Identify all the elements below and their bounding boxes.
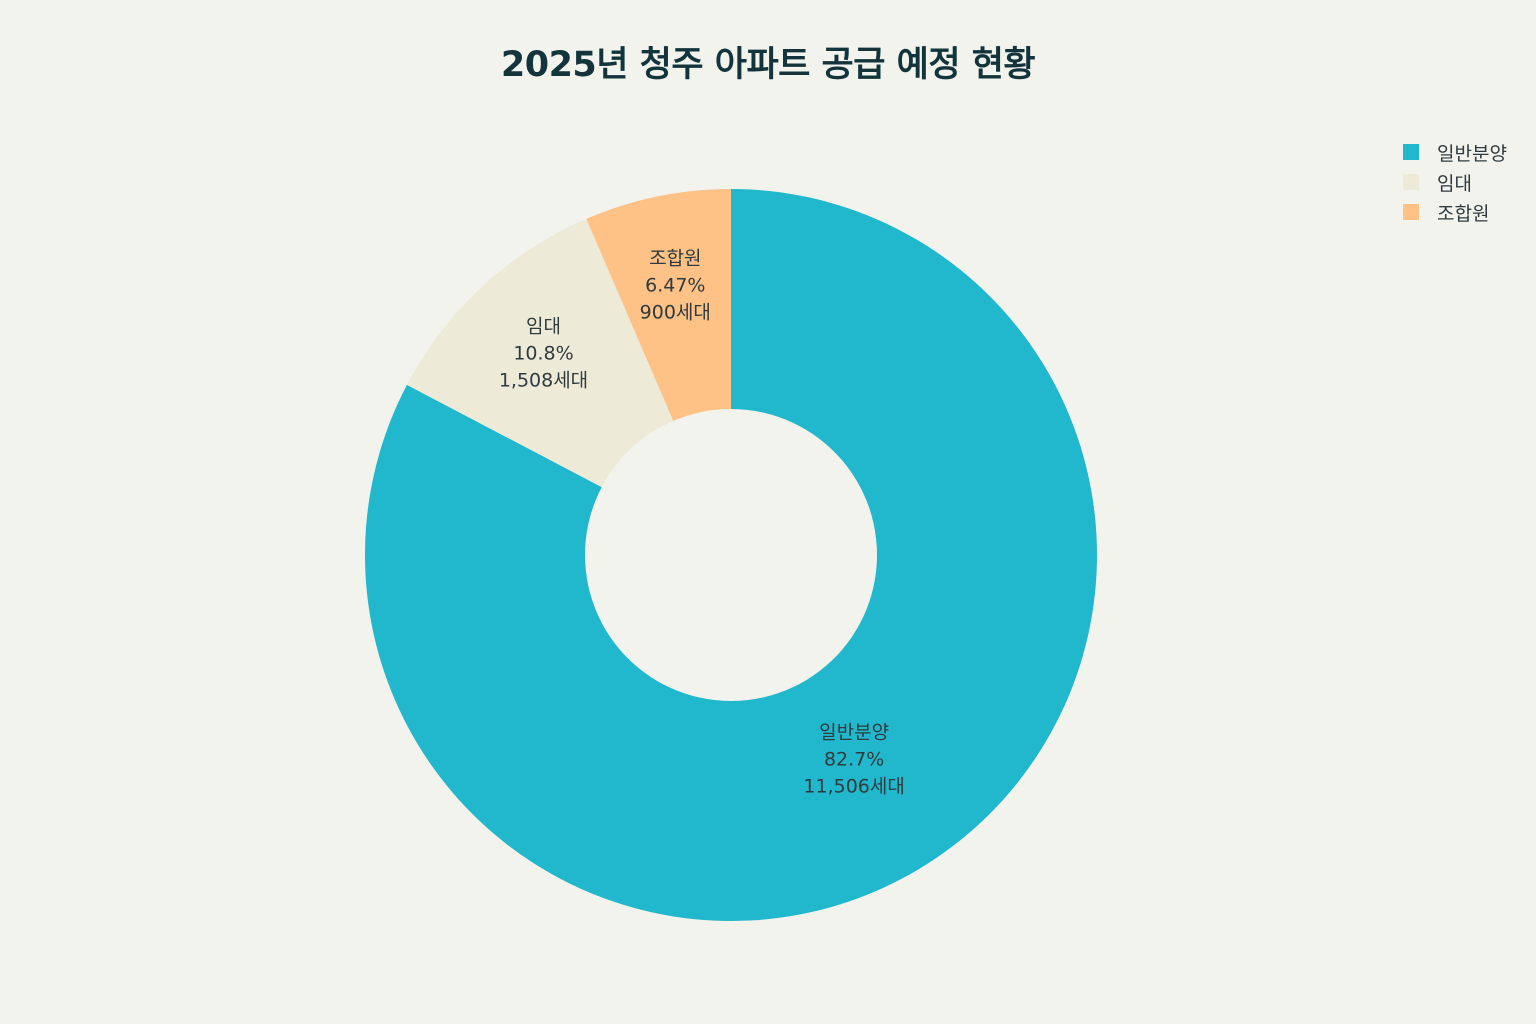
legend-swatch bbox=[1403, 174, 1419, 190]
slice-label-1: 임대 10.8% 1,508세대 bbox=[499, 315, 588, 391]
legend-item-2[interactable]: 조합원 bbox=[1403, 197, 1507, 227]
legend-item-0[interactable]: 일반분양 bbox=[1403, 137, 1507, 167]
slice-percent: 10.8% bbox=[513, 342, 573, 364]
slice-2[interactable] bbox=[586, 189, 731, 421]
legend-item-1[interactable]: 임대 bbox=[1403, 167, 1507, 197]
slice-0[interactable] bbox=[365, 189, 1098, 921]
slice-name: 조합원 bbox=[649, 248, 701, 270]
slice-label-2: 조합원 6.47% 900세대 bbox=[640, 248, 711, 324]
legend-swatch bbox=[1403, 204, 1419, 220]
slice-name: 일반분양 bbox=[819, 722, 889, 744]
legend-label: 일반분양 bbox=[1437, 142, 1507, 165]
legend-label: 임대 bbox=[1437, 172, 1472, 195]
slice-percent: 6.47% bbox=[645, 275, 705, 297]
slice-name: 임대 bbox=[526, 315, 561, 337]
chart-title: 2025년 청주 아파트 공급 예정 현황 bbox=[500, 45, 1036, 85]
slice-count: 11,506세대 bbox=[803, 776, 904, 798]
slice-percent: 82.7% bbox=[824, 749, 884, 771]
slice-1[interactable] bbox=[406, 218, 674, 488]
legend-swatch bbox=[1403, 144, 1419, 160]
legend-label: 조합원 bbox=[1437, 202, 1490, 225]
slice-label-0: 일반분양 82.7% 11,506세대 bbox=[803, 722, 904, 798]
slice-count: 900세대 bbox=[640, 302, 711, 324]
slice-count: 1,508세대 bbox=[499, 369, 588, 391]
